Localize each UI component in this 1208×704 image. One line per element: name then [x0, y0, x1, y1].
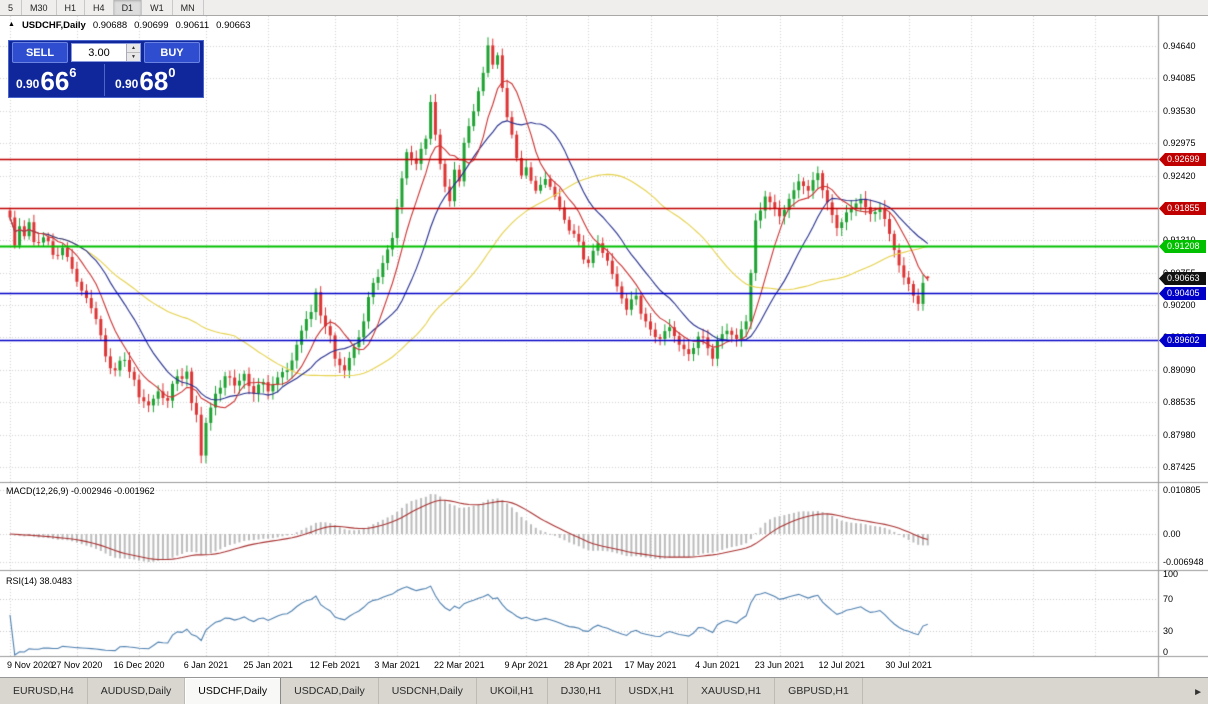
chart-tab-usdcnh-daily[interactable]: USDCNH,Daily	[379, 678, 477, 704]
price-level-badge: 0.89602	[1159, 334, 1206, 347]
macd-name: MACD(12,26,9)	[6, 486, 69, 496]
rsi-name: RSI(14)	[6, 576, 38, 586]
timeframe-button-h4[interactable]: H4	[85, 0, 114, 15]
price-level-badge: 0.91855	[1159, 202, 1206, 215]
chart-tab-dj30-h1[interactable]: DJ30,H1	[548, 678, 616, 704]
rsi-axis-label: 0	[1163, 647, 1169, 657]
chart-tab-bar: EURUSD,H4 AUDUSD,Daily USDCHF,Daily USDCAD,…	[0, 677, 1208, 704]
date-label: 17 May 2021	[624, 660, 677, 670]
volume-spinner: ▲ ▼	[126, 44, 140, 61]
price-axis-label: 0.90200	[1163, 300, 1196, 310]
timeframe-button-5[interactable]: 5	[0, 0, 23, 15]
chart-symbol-label: USDCHF,Daily	[21, 20, 86, 31]
rsi-axis-label: 30	[1163, 626, 1174, 636]
sell-price-sup: 6	[69, 65, 77, 80]
buy-button[interactable]: BUY	[144, 42, 200, 63]
sell-button[interactable]: SELL	[12, 42, 68, 63]
timeframe-toolbar: 5 M30 H1 H4 D1 W1 MN	[0, 0, 1208, 16]
date-label: 23 Jun 2021	[754, 660, 805, 670]
chart-tab-usdcad-daily[interactable]: USDCAD,Daily	[281, 678, 379, 704]
sell-price-panel[interactable]: 0.90 66 6	[9, 64, 104, 96]
timeframe-button-d1[interactable]: D1	[113, 0, 143, 15]
macd-axis-label: -0.006948	[1163, 557, 1204, 567]
quote-close: 0.90663	[216, 20, 251, 31]
chart-tab-xauusd-h1[interactable]: XAUUSD,H1	[688, 678, 776, 704]
date-label: 16 Dec 2020	[113, 660, 165, 670]
date-label: 12 Feb 2021	[309, 660, 361, 670]
volume-up-icon[interactable]: ▲	[127, 44, 140, 53]
chart-tab-usdchf-daily[interactable]: USDCHF,Daily	[185, 678, 282, 704]
price-level-badge: 0.90405	[1159, 287, 1206, 300]
chart-tab-ukoil-h1[interactable]: UKOil,H1	[477, 678, 548, 704]
macd-values: -0.002946 -0.001962	[71, 486, 155, 496]
price-axis-label: 0.92420	[1163, 171, 1196, 181]
quote-high: 0.90699	[134, 20, 169, 31]
rsi-indicator-label: RSI(14) 38.0483	[6, 576, 72, 586]
price-axis-label: 0.93530	[1163, 106, 1196, 116]
date-label: 28 Apr 2021	[564, 660, 613, 670]
price-axis-label: 0.87980	[1163, 430, 1196, 440]
date-label: 9 Apr 2021	[504, 660, 549, 670]
chart-tab-audusd-daily[interactable]: AUDUSD,Daily	[88, 678, 186, 704]
chart-expand-icon: ▲	[8, 21, 15, 28]
buy-price-prefix: 0.90	[115, 77, 139, 91]
timeframe-button-m30[interactable]: M30	[22, 0, 57, 15]
date-label: 12 Jul 2021	[818, 660, 865, 670]
date-label: 9 Nov 2020	[6, 660, 54, 670]
buy-price-panel[interactable]: 0.90 68 0	[104, 64, 203, 96]
volume-box: 3.00 ▲ ▼	[71, 43, 141, 62]
quote-low: 0.90611	[175, 20, 210, 31]
macd-indicator-label: MACD(12,26,9) -0.002946 -0.001962	[6, 486, 155, 496]
sell-price-prefix: 0.90	[16, 77, 40, 91]
buy-price-sup: 0	[168, 65, 176, 80]
current-price-badge: 0.90663	[1159, 272, 1206, 285]
timeframe-button-mn[interactable]: MN	[173, 0, 204, 15]
price-axis-label: 0.87425	[1163, 462, 1196, 472]
date-label: 30 Jul 2021	[885, 660, 932, 670]
price-axis-label: 0.89090	[1163, 365, 1196, 375]
date-label: 22 Mar 2021	[434, 660, 485, 670]
macd-axis-label: 0.00	[1163, 529, 1181, 539]
rsi-axis-label: 70	[1163, 594, 1174, 604]
rsi-value: 38.0483	[39, 576, 73, 586]
price-axis-label: 0.94085	[1163, 73, 1196, 83]
rsi-axis-label: 100	[1163, 569, 1179, 579]
chart-tab-usdx-h1[interactable]: USDX,H1	[616, 678, 689, 704]
date-label: 6 Jan 2021	[183, 660, 229, 670]
sell-price-big: 66	[40, 66, 70, 96]
price-axis-label: 0.88535	[1163, 397, 1196, 407]
price-level-badge: 0.92699	[1159, 153, 1206, 166]
quote-open: 0.90688	[92, 20, 128, 31]
macd-axis-label: 0.010805	[1163, 485, 1201, 495]
price-axis-label: 0.92975	[1163, 138, 1196, 148]
price-axis-label: 0.94640	[1163, 41, 1196, 51]
tab-scroll-right-icon[interactable]: ►	[1193, 687, 1203, 698]
chart-header: ▲ USDCHF,Daily 0.90688 0.90699 0.90611 0…	[8, 20, 250, 31]
one-click-trade-panel: SELL 3.00 ▲ ▼ BUY 0.90 66 6 0.90 68 0	[8, 40, 204, 98]
date-label: 4 Jun 2021	[695, 660, 740, 670]
date-label: 3 Mar 2021	[374, 660, 420, 670]
buy-price-big: 68	[139, 66, 169, 96]
timeframe-button-w1[interactable]: W1	[142, 0, 173, 15]
price-level-badge: 0.91208	[1159, 240, 1206, 253]
chart-tab-eurusd-h4[interactable]: EURUSD,H4	[0, 678, 88, 704]
volume-input[interactable]: 3.00	[88, 46, 110, 59]
date-label: 25 Jan 2021	[243, 660, 293, 670]
chart-tab-gbpusd-h1[interactable]: GBPUSD,H1	[775, 678, 863, 704]
timeframe-button-h1[interactable]: H1	[57, 0, 86, 15]
volume-down-icon[interactable]: ▼	[127, 53, 140, 61]
date-label: 27 Nov 2020	[51, 660, 103, 670]
